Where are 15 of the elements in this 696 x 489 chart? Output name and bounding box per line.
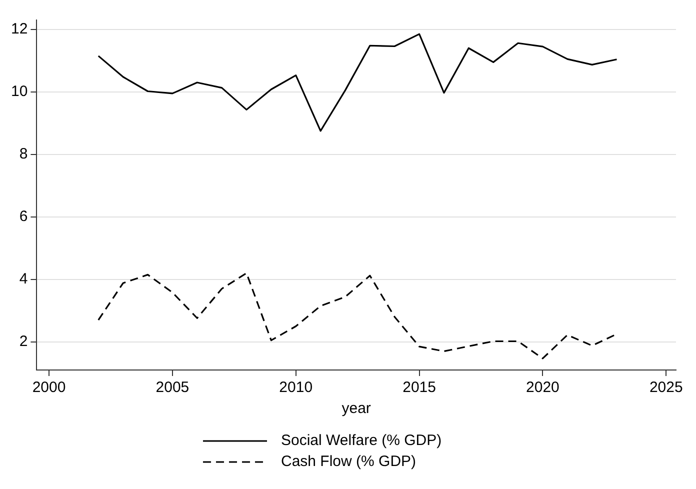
x-tick-label: 2005 <box>156 379 190 396</box>
x-tick-label: 2025 <box>649 379 683 396</box>
legend-label: Cash Flow (% GDP) <box>281 453 416 470</box>
y-tick-label: 8 <box>19 146 28 163</box>
y-tick-label: 10 <box>10 83 28 100</box>
x-tick-label: 2020 <box>526 379 560 396</box>
y-tick-label: 6 <box>19 208 28 226</box>
x-tick-label: 2015 <box>402 379 436 396</box>
legend-label: Social Welfare (% GDP) <box>281 432 442 449</box>
x-tick-label: 2000 <box>32 379 66 396</box>
y-tick-label: 2 <box>19 333 28 350</box>
y-tick-label: 4 <box>19 270 28 288</box>
x-axis-title: year <box>342 400 371 418</box>
x-tick-label: 2010 <box>279 379 313 396</box>
y-tick-label: 12 <box>10 20 28 38</box>
